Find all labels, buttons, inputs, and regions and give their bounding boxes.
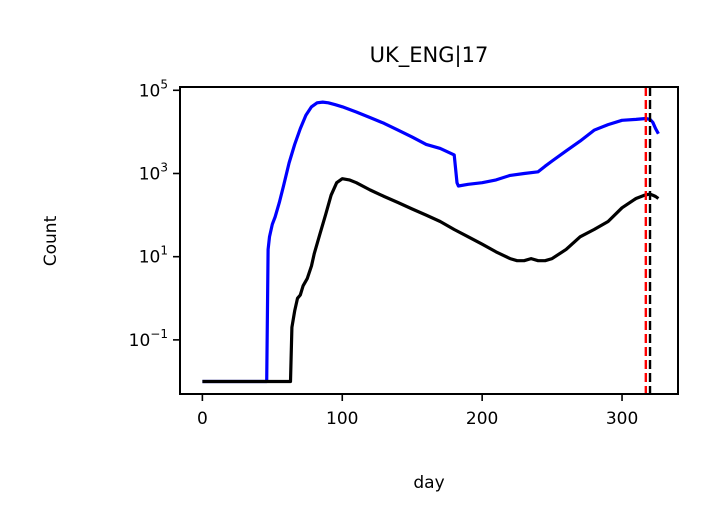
axes: 0 100 200 300 105 103 101 10−1 [129, 77, 679, 429]
y-tick-label: 10−1 [129, 327, 168, 351]
series-line-1 [202, 100, 660, 384]
plot-frame [179, 86, 679, 395]
y-tick-label: 101 [139, 244, 168, 268]
plot-area [202, 87, 660, 394]
x-tick-label: 0 [197, 409, 208, 429]
x-tick-label: 200 [466, 409, 498, 429]
y-tick-label: 105 [139, 77, 168, 101]
x-tick-label: 300 [606, 409, 638, 429]
y-tick-label: 103 [139, 160, 168, 184]
chart-title: UK_ENG|17 [370, 43, 489, 68]
x-tick-label: 100 [326, 409, 358, 429]
y-axis-label: Count [41, 215, 61, 266]
x-axis-label: day [413, 473, 444, 493]
series-line-2 [202, 177, 660, 384]
